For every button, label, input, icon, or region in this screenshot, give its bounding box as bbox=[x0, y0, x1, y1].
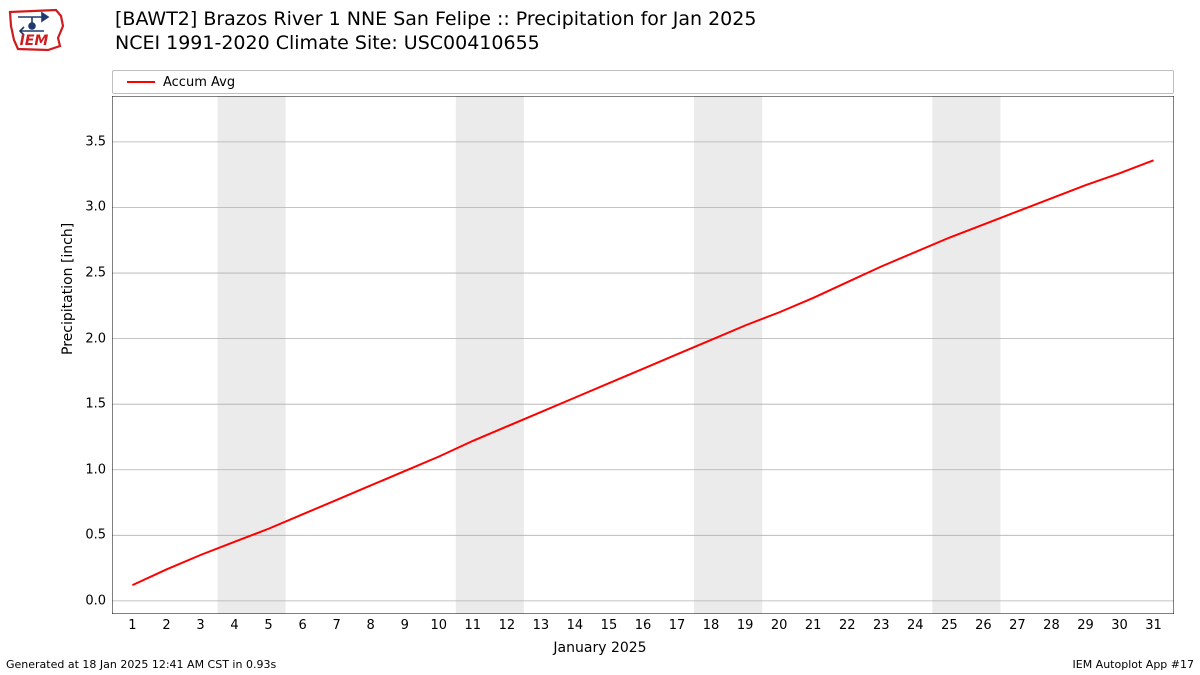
x-tick-label: 6 bbox=[298, 618, 306, 633]
x-tick-label: 14 bbox=[567, 618, 584, 633]
y-tick-label: 3.5 bbox=[66, 134, 106, 149]
iem-logo: IEM bbox=[6, 6, 68, 54]
x-tick-label: 25 bbox=[941, 618, 958, 633]
x-tick-label: 29 bbox=[1077, 618, 1094, 633]
x-tick-label: 20 bbox=[771, 618, 788, 633]
x-tick-label: 30 bbox=[1111, 618, 1128, 633]
y-tick-label: 2.5 bbox=[66, 266, 106, 281]
x-tick-label: 12 bbox=[499, 618, 516, 633]
x-tick-label: 2 bbox=[162, 618, 170, 633]
x-tick-label: 9 bbox=[401, 618, 409, 633]
x-tick-label: 4 bbox=[230, 618, 238, 633]
title-line-1: [BAWT2] Brazos River 1 NNE San Felipe ::… bbox=[115, 8, 756, 32]
y-tick-label: 0.0 bbox=[66, 593, 106, 608]
x-tick-label: 23 bbox=[873, 618, 890, 633]
x-tick-label: 24 bbox=[907, 618, 924, 633]
x-tick-label: 21 bbox=[805, 618, 822, 633]
x-tick-label: 22 bbox=[839, 618, 856, 633]
y-tick-label: 2.0 bbox=[66, 331, 106, 346]
y-tick-label: 0.5 bbox=[66, 528, 106, 543]
x-tick-label: 16 bbox=[635, 618, 652, 633]
legend-label: Accum Avg bbox=[163, 75, 235, 90]
legend-swatch bbox=[127, 81, 155, 83]
chart-plot-area bbox=[112, 96, 1174, 614]
x-tick-label: 10 bbox=[430, 618, 447, 633]
legend: Accum Avg bbox=[112, 70, 1174, 94]
x-tick-label: 13 bbox=[533, 618, 550, 633]
x-tick-label: 7 bbox=[333, 618, 341, 633]
x-tick-label: 15 bbox=[601, 618, 618, 633]
x-tick-label: 11 bbox=[465, 618, 482, 633]
y-tick-label: 1.0 bbox=[66, 462, 106, 477]
y-tick-label: 1.5 bbox=[66, 397, 106, 412]
x-tick-label: 26 bbox=[975, 618, 992, 633]
x-tick-label: 17 bbox=[669, 618, 686, 633]
chart-title: [BAWT2] Brazos River 1 NNE San Felipe ::… bbox=[115, 8, 756, 56]
svg-text:IEM: IEM bbox=[20, 33, 49, 49]
footer-generated: Generated at 18 Jan 2025 12:41 AM CST in… bbox=[6, 658, 276, 671]
x-tick-label: 8 bbox=[367, 618, 375, 633]
x-tick-label: 27 bbox=[1009, 618, 1026, 633]
footer-app: IEM Autoplot App #17 bbox=[1073, 658, 1195, 671]
y-tick-label: 3.0 bbox=[66, 200, 106, 215]
x-axis-label: January 2025 bbox=[0, 640, 1200, 656]
x-tick-label: 18 bbox=[703, 618, 720, 633]
x-tick-label: 19 bbox=[737, 618, 754, 633]
x-tick-label: 1 bbox=[128, 618, 136, 633]
title-line-2: NCEI 1991-2020 Climate Site: USC00410655 bbox=[115, 32, 756, 56]
x-tick-label: 31 bbox=[1145, 618, 1162, 633]
x-tick-label: 3 bbox=[196, 618, 204, 633]
x-tick-label: 28 bbox=[1043, 618, 1060, 633]
x-tick-label: 5 bbox=[264, 618, 272, 633]
